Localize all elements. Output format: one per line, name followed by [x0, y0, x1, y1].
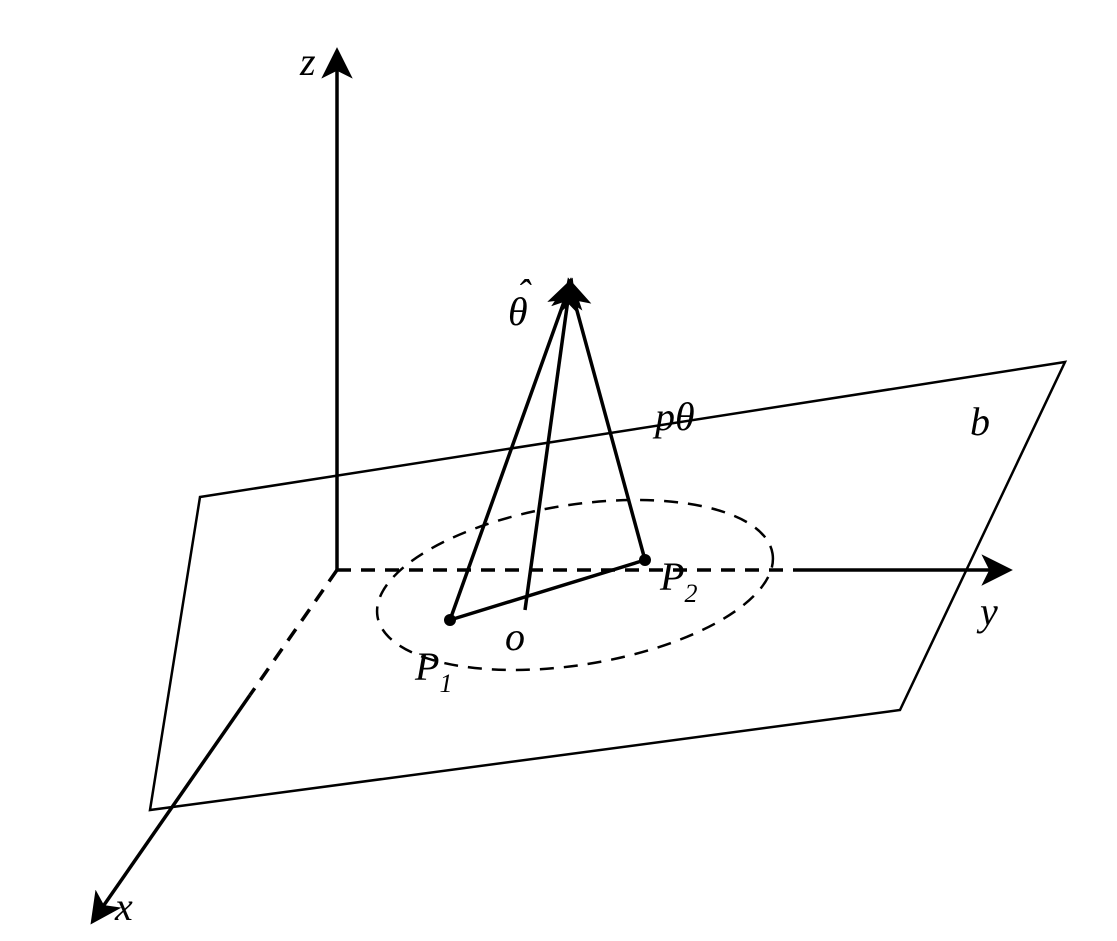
p-theta-label: pθ [652, 394, 695, 439]
point-p1 [444, 614, 456, 626]
z-axis-label: z [299, 39, 316, 84]
point-p2 [639, 554, 651, 566]
y-axis-label: y [976, 589, 998, 634]
diagram-svg: z y x b o P1 P2 ˆθ pθ [0, 0, 1117, 941]
segment-p1-p2 [450, 560, 645, 620]
origin-label: o [505, 614, 525, 659]
point-p2-label: P2 [659, 554, 697, 608]
plane-b [150, 362, 1065, 810]
segment-p2-tip [570, 285, 645, 560]
x-axis-dashed [250, 570, 337, 695]
plane-label: b [970, 399, 990, 444]
point-p1-label: P1 [414, 644, 452, 698]
x-axis-label: x [114, 884, 133, 929]
vector-theta-hat [525, 285, 570, 610]
theta-hat-label: ˆθ [508, 271, 532, 334]
